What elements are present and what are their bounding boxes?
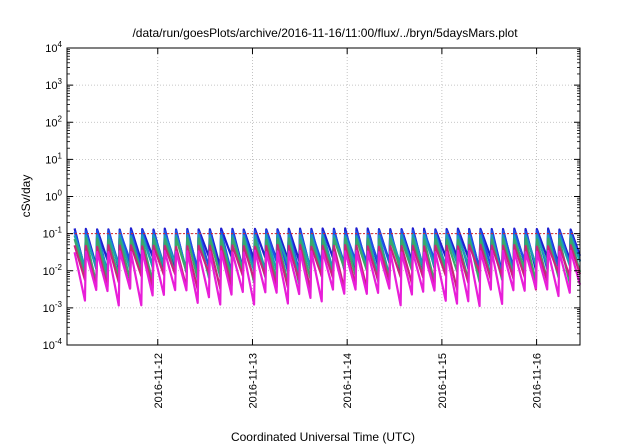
y-tick-label: 104 bbox=[45, 40, 62, 55]
x-tick-label: 2016-11-12 bbox=[153, 353, 165, 408]
series-line bbox=[73, 249, 582, 308]
y-tick-exponent: -3 bbox=[55, 300, 63, 309]
x-tick-label: 2016-11-15 bbox=[437, 353, 449, 408]
y-tick-base: 10 bbox=[45, 192, 57, 204]
y-tick-base: 10 bbox=[43, 340, 55, 352]
x-tick-label: 2016-11-14 bbox=[342, 353, 354, 408]
y-tick-base: 10 bbox=[43, 229, 55, 241]
y-tick-exponent: -4 bbox=[55, 337, 63, 346]
y-tick-base: 10 bbox=[45, 43, 57, 55]
y-tick-label: 102 bbox=[45, 114, 62, 129]
y-tick-label: 100 bbox=[45, 189, 62, 204]
y-tick-label: 10-3 bbox=[43, 300, 63, 315]
x-tick-label: 2016-11-13 bbox=[247, 353, 259, 408]
y-tick-exponent: 1 bbox=[58, 151, 63, 160]
series-layer bbox=[73, 227, 582, 308]
y-tick-exponent: 3 bbox=[58, 77, 63, 86]
y-tick-exponent: 2 bbox=[58, 114, 63, 123]
y-tick-base: 10 bbox=[45, 117, 57, 129]
y-tick-base: 10 bbox=[43, 303, 55, 315]
y-tick-label: 101 bbox=[45, 151, 62, 166]
x-tick-label: 2016-11-16 bbox=[532, 353, 544, 408]
y-tick-label: 10-1 bbox=[43, 226, 63, 241]
y-tick-label: 10-2 bbox=[43, 263, 63, 278]
y-tick-exponent: -1 bbox=[55, 226, 63, 235]
axes-ticks: 10-410-310-210-11001011021031042016-11-1… bbox=[43, 40, 580, 408]
x-axis-label: Coordinated Universal Time (UTC) bbox=[231, 430, 415, 444]
series-line bbox=[73, 243, 582, 291]
y-tick-label: 103 bbox=[45, 77, 62, 92]
y-tick-base: 10 bbox=[45, 154, 57, 166]
y-tick-exponent: 0 bbox=[58, 189, 63, 198]
y-tick-exponent: 4 bbox=[58, 40, 63, 49]
y-tick-exponent: -2 bbox=[55, 263, 63, 272]
y-axis-label: cSv/day bbox=[19, 175, 33, 218]
y-tick-base: 10 bbox=[43, 266, 55, 278]
y-tick-label: 10-4 bbox=[43, 337, 63, 352]
y-tick-base: 10 bbox=[45, 80, 57, 92]
chart-title: /data/run/goesPlots/archive/2016-11-16/1… bbox=[132, 26, 518, 40]
